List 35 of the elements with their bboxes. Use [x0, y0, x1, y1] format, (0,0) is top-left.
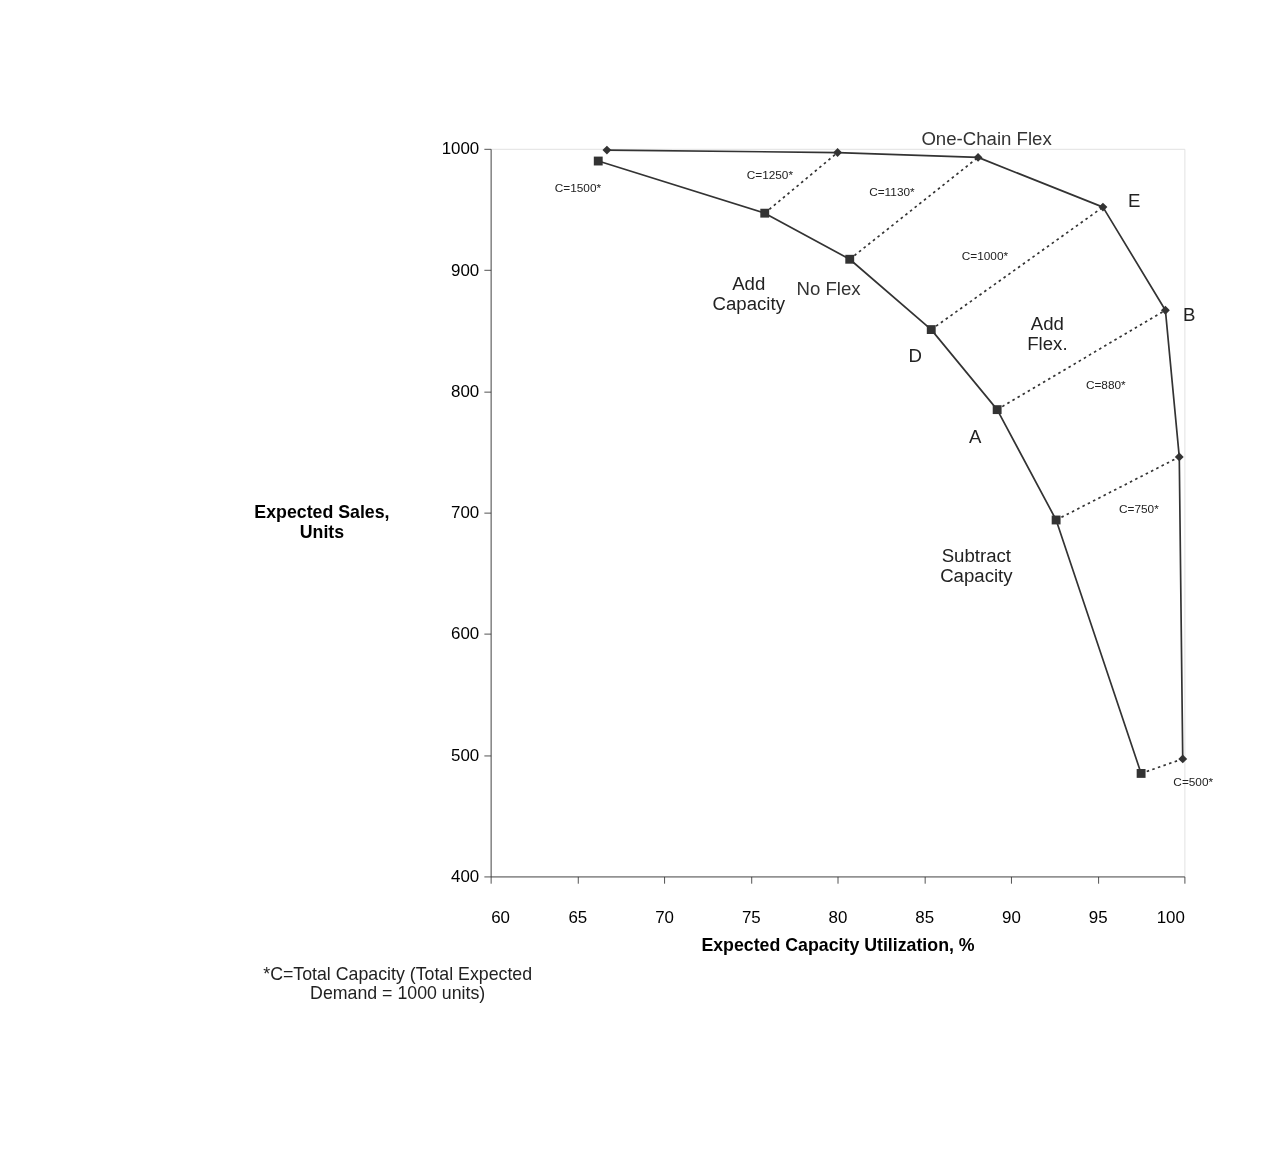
y-tick-label: 400 — [451, 867, 480, 887]
x-tick-label: 95 — [1088, 907, 1108, 927]
annotation: C=1130* — [869, 185, 916, 200]
annotation: E — [1128, 190, 1141, 212]
x-tick-label: 90 — [1002, 907, 1021, 927]
x-tick-label: 80 — [828, 907, 848, 927]
x-tick-label: 65 — [568, 907, 588, 927]
y-tick-label: 800 — [451, 381, 480, 401]
annotation: C=1000* — [961, 248, 1009, 263]
x-tick-label: 100 — [1156, 907, 1185, 927]
x-tick-label: 85 — [915, 907, 935, 927]
annotation: C=1250* — [746, 167, 794, 182]
annotation: C=500* — [1173, 774, 1214, 789]
annotation: C=750* — [1118, 501, 1160, 516]
series-label: One-Chain Flex — [921, 127, 1053, 149]
y-tick-label: 900 — [451, 260, 480, 280]
y-tick-label: 700 — [451, 503, 480, 523]
annotation: Add Capacity — [712, 273, 786, 315]
annotation: Subtract Capacity — [940, 544, 1014, 587]
annotation: A — [968, 426, 982, 448]
x-tick-label: 75 — [741, 907, 761, 927]
series-label: No Flex — [796, 277, 862, 299]
x-tick-label: 70 — [655, 907, 674, 927]
annotation: Add Flex. — [1027, 312, 1068, 355]
y-tick-label: 1000 — [441, 139, 480, 159]
text: *C=Total Capacity (Total Expected Demand = 1000 units) — [263, 963, 533, 1004]
x-axis-title: Expected Capacity Utilization, % — [701, 934, 975, 955]
annotation: C=1500* — [554, 181, 602, 196]
y-axis-title: Expected Sales, Units — [254, 502, 390, 542]
annotation: B — [1182, 304, 1196, 326]
annotation: C=880* — [1085, 377, 1127, 392]
y-tick-label: 500 — [451, 745, 480, 765]
y-tick-label: 600 — [451, 624, 480, 644]
x-tick-label: 60 — [491, 907, 510, 927]
annotation: D — [908, 344, 922, 366]
